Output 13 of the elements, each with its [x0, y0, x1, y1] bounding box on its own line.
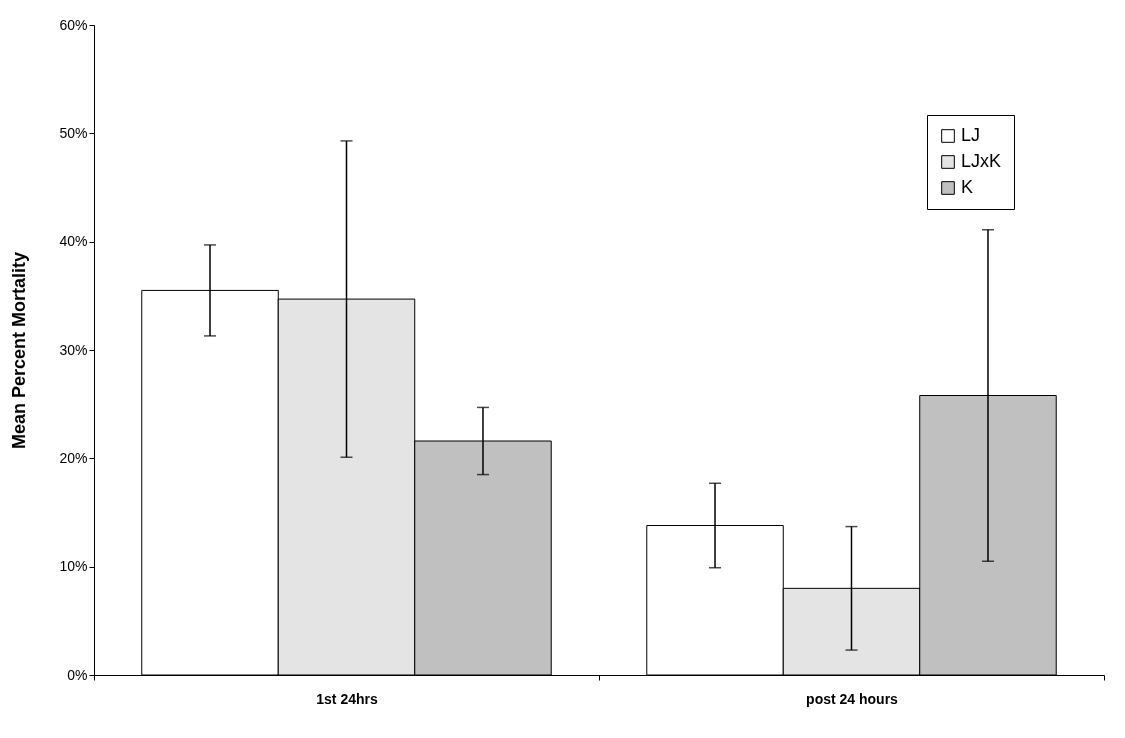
- y-tick-label: 50%: [59, 124, 88, 141]
- y-axis-title: Mean Percent Mortality: [9, 251, 30, 450]
- y-tick-label: 60%: [59, 16, 88, 33]
- x-tick-label: post 24 hours: [806, 690, 899, 707]
- y-tick-label: 30%: [59, 341, 88, 358]
- legend-label: LJxK: [961, 151, 1002, 171]
- y-tick-label: 40%: [59, 233, 88, 250]
- legend-label: LJ: [961, 125, 981, 145]
- y-tick-label: 10%: [59, 558, 88, 575]
- legend-label: K: [961, 177, 974, 197]
- x-tick-label: 1st 24hrs: [316, 690, 378, 707]
- y-tick-label: 0%: [67, 666, 88, 683]
- y-tick-label: 20%: [59, 449, 88, 466]
